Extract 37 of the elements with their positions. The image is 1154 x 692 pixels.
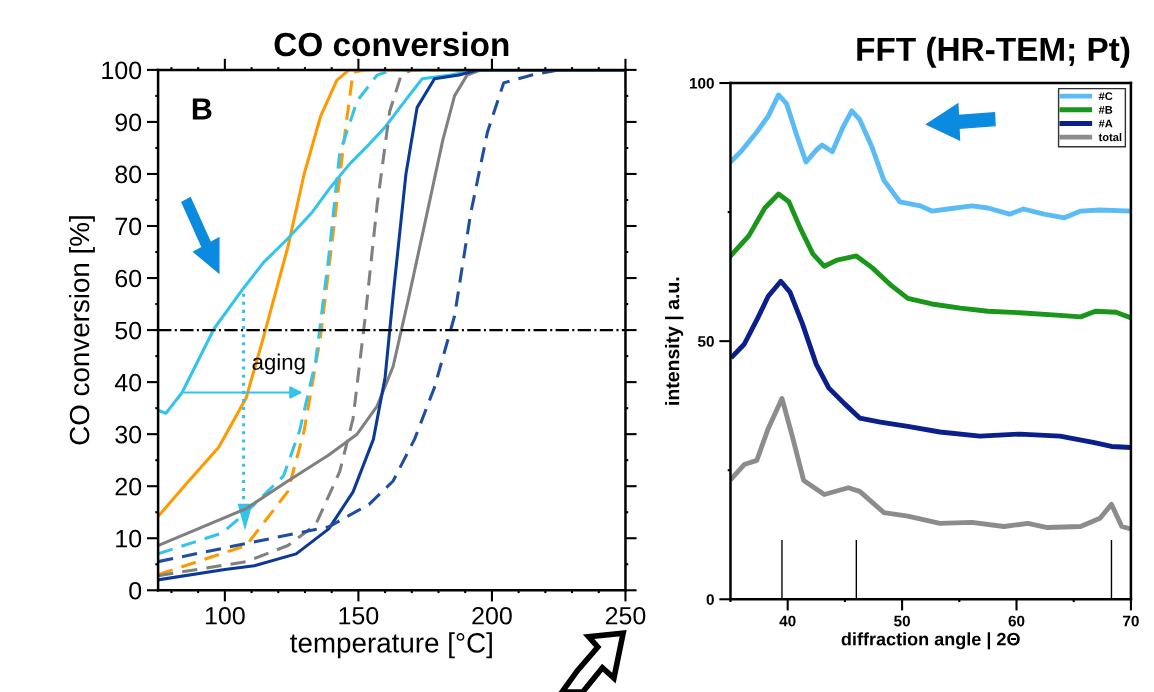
line-series <box>730 278 1131 450</box>
y-tick-label: 10 <box>116 529 142 548</box>
x-tick-label: 60 <box>1008 615 1025 627</box>
y-tick-label: 80 <box>115 165 142 184</box>
y-tick-label: 0 <box>706 594 714 605</box>
x-tick-label: 100 <box>205 606 245 625</box>
x-tick-label: 150 <box>339 606 379 625</box>
legend-label: #B <box>1098 106 1113 114</box>
legend-label: #A <box>1098 119 1113 128</box>
y-tick-label: 100 <box>689 77 714 89</box>
x-tick-label: 50 <box>894 615 910 627</box>
y-tick-label: 90 <box>115 113 142 132</box>
annotation: B <box>192 98 212 120</box>
legend-label: total <box>1098 133 1122 142</box>
y-axis-title: intensity | a.u. <box>665 277 684 405</box>
chart-title: CO conversion <box>274 31 509 57</box>
line-series <box>730 191 1131 321</box>
y-tick-label: 40 <box>114 373 142 392</box>
y-tick-label: 100 <box>102 61 142 80</box>
y-tick-label: 70 <box>115 217 142 236</box>
y-axis-title: CO conversion [%] <box>68 216 95 445</box>
legend-label: #C <box>1098 92 1113 101</box>
x-tick-label: 200 <box>472 606 512 625</box>
y-tick-label: 50 <box>697 336 714 347</box>
y-tick-label: 30 <box>115 425 142 444</box>
line-series <box>730 92 1131 221</box>
x-tick-label: 70 <box>1123 615 1139 627</box>
chart-title: FFT (HR-TEM; Pt) <box>857 36 1130 68</box>
x-axis-title: diffraction angle | 2Θ <box>841 632 1020 650</box>
y-tick-label: 0 <box>129 581 142 600</box>
line-series <box>730 396 1131 532</box>
x-tick-label: 250 <box>605 606 646 625</box>
y-tick-label: 50 <box>115 321 142 340</box>
x-axis-title: temperature [°C] <box>290 632 492 659</box>
y-tick-label: 60 <box>115 269 142 288</box>
x-tick-label: 40 <box>779 615 796 627</box>
y-tick-label: 20 <box>115 477 142 496</box>
